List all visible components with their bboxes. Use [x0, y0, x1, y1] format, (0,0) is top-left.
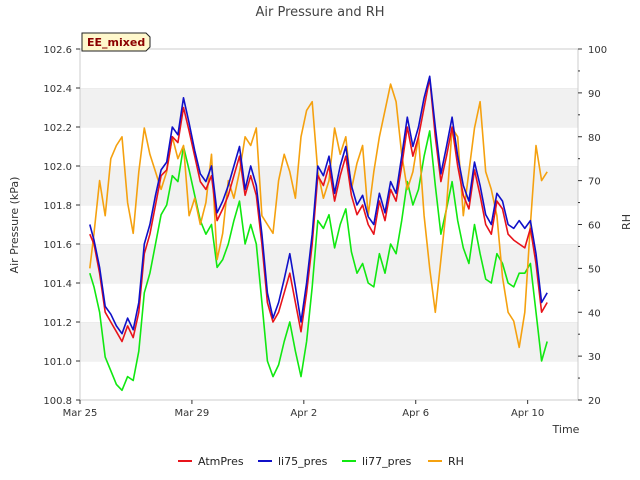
series-line-li77_pres [89, 130, 548, 392]
series-line-li75_pres [89, 75, 548, 335]
series-layer [89, 75, 548, 392]
y-left-tick-label: 102.0 [43, 162, 72, 173]
grid-band [80, 88, 578, 127]
y-left-tick-label: 101.8 [43, 201, 72, 212]
grid-bands [80, 48, 578, 400]
x-axis: Mar 25 Mar 29 Apr 2 Apr 6 Apr 10 [63, 400, 544, 419]
y-left-tick-label: 101.2 [43, 318, 72, 329]
y-right-tick-label: 50 [588, 264, 601, 275]
y-right-tick-label: 80 [588, 133, 601, 144]
y-left-tick-label: 102.4 [43, 84, 72, 95]
x-tick-label: Apr 6 [402, 408, 429, 419]
right-axis: 20 30 40 50 60 70 80 90 100 [578, 45, 607, 407]
grid-band [80, 49, 578, 88]
y-right-tick-label: 90 [588, 89, 601, 100]
x-tick-label: Mar 25 [63, 408, 98, 419]
chart-title: Air Pressure and RH [255, 5, 384, 20]
y-right-tick-label: 60 [588, 221, 601, 232]
grid-band [80, 322, 578, 361]
grid-band [80, 361, 578, 400]
y-right-tick-label: 30 [588, 352, 601, 363]
y-left-axis-label: Air Pressure (kPa) [8, 177, 21, 274]
legend-label: li75_pres [278, 455, 328, 468]
y-left-tick-label: 101.6 [43, 240, 72, 251]
y-left-tick-label: 101.0 [43, 357, 72, 368]
y-left-tick-label: 102.2 [43, 123, 72, 134]
grid-band [80, 283, 578, 322]
y-right-tick-label: 100 [588, 45, 607, 56]
y-left-tick-label: 102.6 [43, 45, 72, 56]
left-axis: 100.8 101.0 101.2 101.4 101.6 101.8 102.0 102.2… [43, 45, 80, 407]
x-axis-label: Time [552, 423, 580, 436]
y-left-tick-label: 100.8 [43, 396, 72, 407]
y-left-tick-label: 101.4 [43, 279, 72, 290]
x-tick-label: Apr 10 [511, 408, 544, 419]
legend-label: RH [448, 455, 464, 468]
y-right-axis-label: RH [620, 214, 633, 230]
site-badge: EE_mixed [81, 32, 151, 52]
x-tick-label: Mar 29 [175, 408, 210, 419]
y-right-tick-label: 40 [588, 308, 601, 319]
legend-label: li77_pres [362, 455, 412, 468]
y-right-tick-label: 70 [588, 177, 601, 188]
badge-box [81, 32, 151, 52]
badge-label: EE_mixed [87, 36, 145, 49]
legend-label: AtmPres [198, 455, 244, 468]
legend: AtmPres li75_pres li77_pres RH [178, 455, 464, 468]
y-right-tick-label: 20 [588, 396, 601, 407]
x-tick-label: Apr 2 [290, 408, 317, 419]
